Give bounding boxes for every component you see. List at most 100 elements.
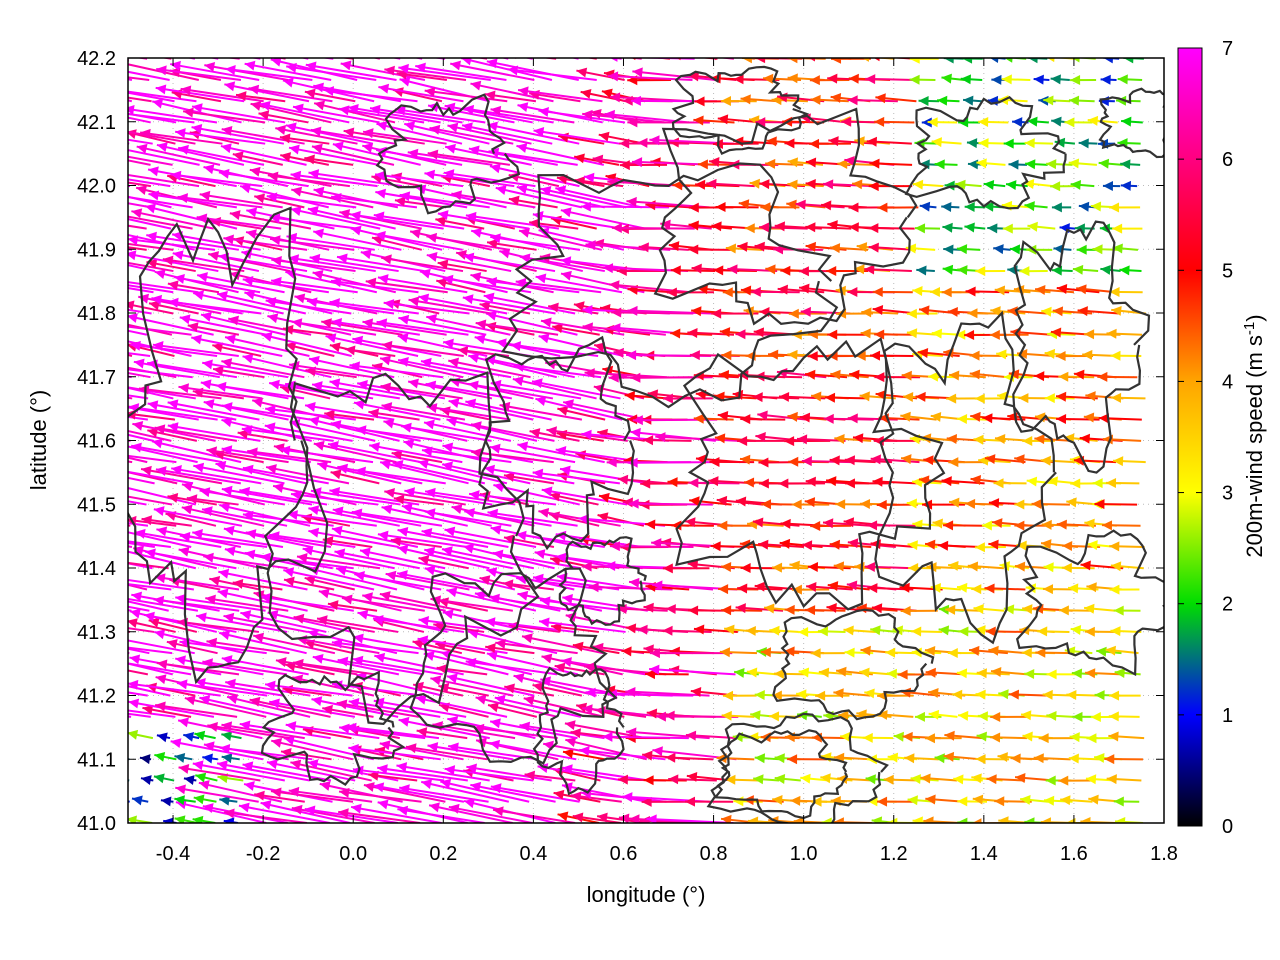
wind-vector-head xyxy=(267,313,279,324)
wind-vector-head xyxy=(1026,244,1037,255)
wind-vector xyxy=(374,654,464,676)
wind-vector xyxy=(130,343,218,357)
wind-vector-head xyxy=(294,293,306,304)
wind-vector-head xyxy=(205,594,216,605)
wind-vector-head xyxy=(130,340,141,351)
wind-vector-head xyxy=(1104,754,1115,765)
x-tick-label: 1.8 xyxy=(1150,843,1178,865)
wind-vector xyxy=(128,287,154,294)
wind-vector-head xyxy=(943,520,954,531)
wind-vector-head xyxy=(953,774,964,785)
wind-vector xyxy=(205,597,289,612)
wind-vector xyxy=(332,508,422,527)
wind-vector-head xyxy=(574,153,585,164)
wind-vector-head xyxy=(63,632,74,642)
wind-vector-head xyxy=(581,429,592,440)
wind-vector-head xyxy=(605,560,616,571)
wind-vector-head xyxy=(967,159,979,170)
wind-vector xyxy=(291,188,374,209)
wind-vector-head xyxy=(156,526,168,537)
wind-vector-head xyxy=(76,261,87,271)
wind-vector-head xyxy=(837,158,848,169)
wind-vector-head xyxy=(1021,647,1032,658)
wind-vector-head xyxy=(65,441,76,451)
wind-vector-head xyxy=(874,372,885,383)
wind-vector-head xyxy=(912,179,924,190)
wind-vector xyxy=(128,264,156,273)
wind-vector-head xyxy=(448,398,460,408)
wind-vector-head xyxy=(181,481,193,492)
wind-vector-head xyxy=(1033,74,1044,85)
wind-vector-head xyxy=(843,625,854,636)
wind-vector-head xyxy=(826,476,837,487)
wind-vector-head xyxy=(960,74,972,85)
wind-vector-head xyxy=(990,58,999,63)
wind-vector-head xyxy=(370,104,381,115)
wind-vector-head xyxy=(643,775,654,786)
wind-vector-head xyxy=(662,563,673,574)
wind-vector-head xyxy=(1001,74,1012,85)
wind-vector-head xyxy=(944,730,955,741)
wind-vector-head xyxy=(114,796,125,806)
wind-vector-head xyxy=(594,342,606,353)
wind-vector-head xyxy=(246,207,258,218)
wind-vector-head xyxy=(768,711,780,722)
wind-vector xyxy=(308,567,398,591)
wind-vector-head xyxy=(923,455,934,466)
wind-vector-head xyxy=(461,58,472,66)
wind-vector-head xyxy=(464,798,475,809)
wind-vector-head xyxy=(121,47,132,57)
wind-vector-head xyxy=(1085,668,1096,679)
wind-vector-head xyxy=(1079,433,1091,444)
wind-vector-head xyxy=(178,717,189,728)
wind-vector-head xyxy=(972,794,984,805)
wind-vector-head xyxy=(538,507,550,518)
wind-vector xyxy=(492,551,582,570)
wind-vector-head xyxy=(1114,668,1126,678)
wind-vector xyxy=(46,578,128,589)
wind-vector-head xyxy=(753,327,765,338)
wind-vector xyxy=(584,371,668,379)
wind-vector-head xyxy=(106,544,117,554)
wind-vector-head xyxy=(641,796,652,807)
wind-vector-head xyxy=(1050,181,1061,192)
wind-vector xyxy=(379,742,464,761)
wind-vector xyxy=(148,192,238,209)
wind-vector-head xyxy=(964,330,975,341)
wind-vector-head xyxy=(337,463,349,474)
wind-vector-head xyxy=(540,317,552,328)
wind-vector-head xyxy=(223,817,235,823)
wind-vector xyxy=(424,510,512,527)
wind-vector-head xyxy=(848,222,859,233)
wind-vector-head xyxy=(618,813,630,823)
wind-vector-head xyxy=(976,668,987,679)
wind-vector xyxy=(215,384,305,400)
wind-vector-head xyxy=(1070,625,1082,635)
wind-vector xyxy=(483,294,576,315)
wind-vector-head xyxy=(519,253,531,264)
wind-vector-head xyxy=(223,234,234,245)
wind-vector-head xyxy=(738,370,749,381)
wind-vector xyxy=(561,766,649,782)
wind-vector xyxy=(128,583,172,591)
wind-vector-head xyxy=(40,120,51,130)
wind-vector xyxy=(308,418,400,442)
wind-vector-head xyxy=(966,138,978,149)
wind-vector-head xyxy=(1018,393,1029,404)
wind-vector-head xyxy=(607,71,619,82)
wind-vector-head xyxy=(582,704,593,715)
wind-vector xyxy=(313,102,396,124)
wind-vector xyxy=(191,126,285,145)
wind-vector xyxy=(432,58,446,60)
wind-vector-head xyxy=(973,434,984,445)
wind-vector xyxy=(239,185,329,209)
wind-vector xyxy=(426,405,511,421)
wind-vector-head xyxy=(405,743,417,754)
wind-vector-head xyxy=(733,74,744,85)
wind-vector-head xyxy=(535,273,547,284)
wind-vector xyxy=(381,343,464,357)
wind-vector xyxy=(608,58,622,60)
wind-vector-head xyxy=(462,294,474,305)
wind-vector xyxy=(128,233,195,251)
wind-vector-head xyxy=(784,138,795,149)
